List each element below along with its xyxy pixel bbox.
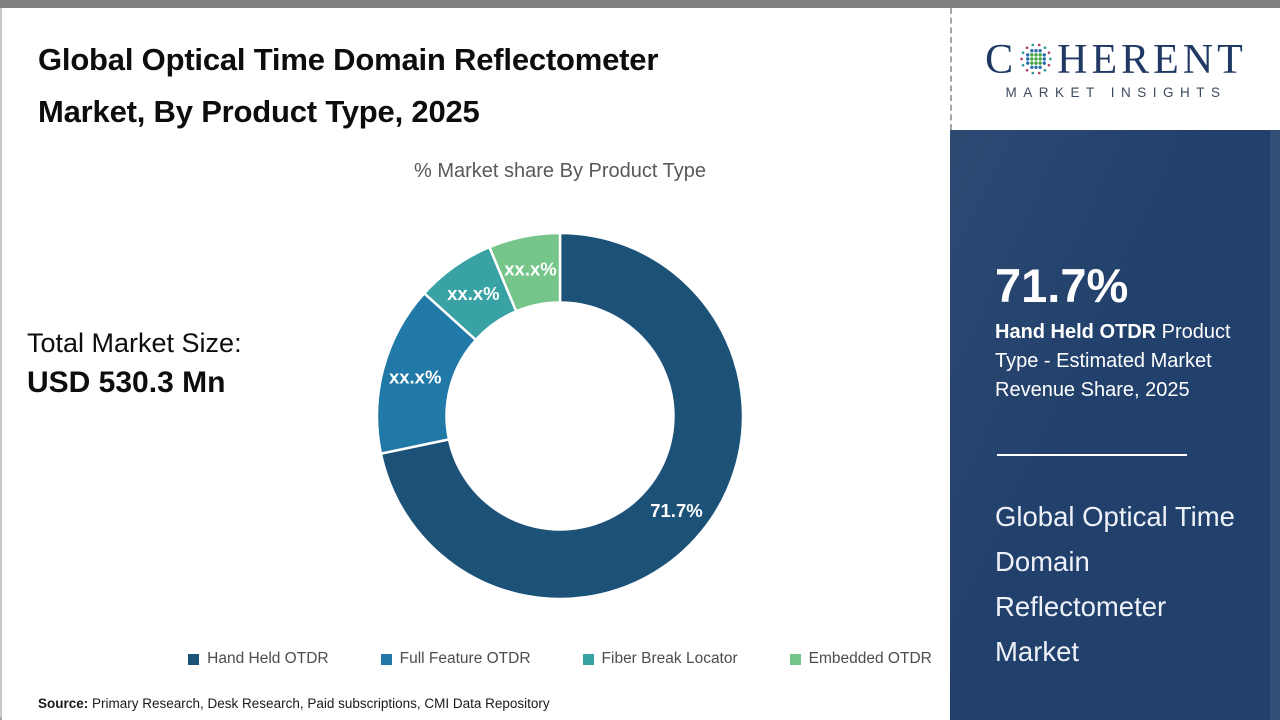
page-title-line2: Market, By Product Type, 2025	[38, 94, 480, 129]
globe-dot	[1034, 65, 1038, 69]
total-market-size-label: Total Market Size:	[27, 328, 242, 358]
globe-dot	[1038, 65, 1043, 69]
globe-dots-icon	[1020, 43, 1052, 74]
slice-label-3: xx.x%	[504, 258, 556, 279]
globe-dot	[1034, 56, 1038, 61]
globe-dot	[1047, 63, 1051, 67]
left-frame-line	[0, 8, 2, 720]
slice-label-0: 71.7%	[650, 500, 702, 521]
globe-dot	[1042, 52, 1047, 57]
total-market-size-block: Total Market Size: USD 530.3 Mn	[27, 324, 242, 404]
page-title-line1: Global Optical Time Domain Reflectometer	[38, 42, 659, 77]
globe-dot	[1038, 60, 1043, 65]
right-side-panel: 71.7% Hand Held OTDR Product Type - Esti…	[950, 130, 1280, 720]
globe-dot	[1026, 60, 1030, 65]
globe-dot	[1030, 56, 1034, 61]
page-title: Global Optical Time Domain Reflectometer…	[38, 34, 838, 138]
legend-swatch	[582, 653, 594, 665]
globe-dot	[1047, 50, 1051, 54]
globe-dot	[1031, 43, 1035, 46]
panel-edge-strip	[1270, 130, 1280, 720]
headline-stat-description: Hand Held OTDR Product Type - Estimated …	[995, 318, 1247, 405]
globe-dot	[1049, 57, 1052, 60]
logo-letter-c: C	[985, 36, 1018, 83]
logo-word-rest: HERENT	[1057, 36, 1247, 83]
source-prefix: Source:	[38, 696, 89, 711]
legend-item-1: Full Feature OTDR	[380, 650, 531, 668]
legend-swatch	[188, 653, 200, 665]
source-line: Source: Primary Research, Desk Research,…	[38, 696, 550, 711]
globe-dot	[1034, 60, 1038, 65]
globe-dot	[1021, 50, 1025, 54]
legend-swatch	[789, 653, 801, 665]
donut-slice-0	[379, 231, 745, 601]
globe-dot	[1031, 71, 1035, 74]
slice-label-1: xx.x%	[389, 366, 441, 387]
legend-item-3: Embedded OTDR	[789, 650, 932, 668]
globe-dot	[1038, 48, 1043, 52]
globe-dot	[1043, 68, 1047, 72]
chart-legend: Hand Held OTDR Full Feature OTDR Fiber B…	[120, 646, 1000, 672]
globe-dot	[1030, 52, 1034, 57]
legend-item-0: Hand Held OTDR	[188, 650, 329, 668]
total-market-size-value: USD 530.3 Mn	[27, 366, 226, 399]
globe-dot	[1030, 48, 1034, 52]
globe-dot	[1038, 52, 1043, 57]
globe-dot	[1026, 52, 1030, 57]
globe-dot	[1034, 52, 1038, 57]
panel-sheen	[950, 130, 1280, 720]
globe-dot	[1026, 56, 1030, 61]
globe-dot	[1020, 57, 1024, 60]
legend-label: Full Feature OTDR	[399, 650, 531, 667]
donut-chart-svg: 71.7%xx.x%xx.x%xx.x%	[375, 231, 745, 601]
logo-subtitle: MARKET INSIGHTS	[1005, 84, 1227, 100]
stat-description-rest: Product Type - Estimated Market Revenue …	[995, 321, 1231, 401]
logo-wordmark: C HERENT	[985, 39, 1247, 81]
globe-dot	[1030, 60, 1034, 65]
globe-dot	[1043, 45, 1047, 49]
legend-label: Embedded OTDR	[808, 650, 932, 667]
legend-label: Fiber Break Locator	[601, 650, 738, 667]
legend-label: Hand Held OTDR	[207, 650, 329, 667]
globe-dot	[1042, 56, 1047, 61]
slice-label-2: xx.x%	[447, 283, 499, 304]
headline-stat-value: 71.7%	[995, 259, 1129, 312]
panel-divider	[997, 454, 1187, 456]
globe-dot	[1034, 48, 1038, 52]
globe-dot	[1042, 60, 1047, 65]
chart-subtitle: % Market share By Product Type	[414, 160, 706, 182]
panel-market-title: Global Optical Time Domain Reflectometer…	[995, 501, 1235, 667]
legend-swatch	[380, 653, 392, 665]
globe-dot	[1030, 65, 1034, 69]
globe-dot	[1025, 68, 1029, 72]
globe-dot	[1038, 71, 1041, 74]
stat-description-bold: Hand Held OTDR	[995, 321, 1157, 343]
coherent-logo: C HERENT MARKET INSIGHTS	[950, 8, 1280, 130]
window-top-bar	[0, 0, 1280, 8]
globe-dot	[1038, 56, 1043, 61]
main-content-area: Global Optical Time Domain Reflectometer…	[2, 8, 950, 720]
donut-slice-3	[487, 231, 562, 313]
globe-dot	[1021, 63, 1025, 67]
legend-item-2: Fiber Break Locator	[582, 650, 738, 668]
donut-chart: 71.7% xx.x% xx.x% xx.x%	[370, 226, 750, 606]
globe-dot	[1025, 45, 1029, 49]
globe-dot	[1038, 43, 1041, 46]
source-text: Primary Research, Desk Research, Paid su…	[88, 696, 550, 711]
